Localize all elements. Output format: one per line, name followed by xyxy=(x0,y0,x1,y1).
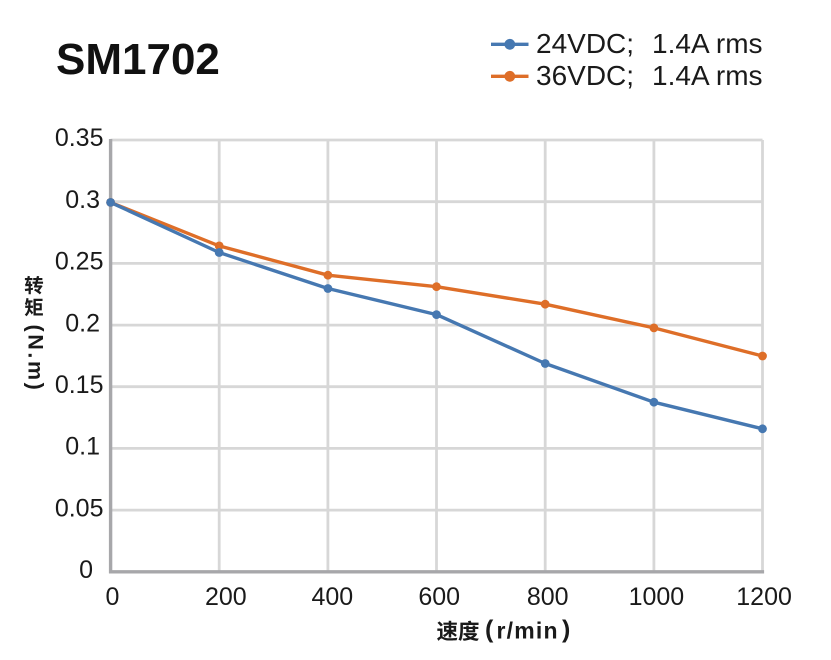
svg-text:1200: 1200 xyxy=(736,583,792,611)
svg-text:SM1702: SM1702 xyxy=(56,35,220,84)
svg-text:0.15: 0.15 xyxy=(55,371,104,399)
svg-text:0: 0 xyxy=(79,556,93,584)
svg-text:): ) xyxy=(562,616,570,644)
svg-text:400: 400 xyxy=(311,583,353,611)
svg-text:0.25: 0.25 xyxy=(55,248,104,276)
svg-text:0.3: 0.3 xyxy=(65,186,100,214)
svg-text:0.2: 0.2 xyxy=(65,309,100,337)
svg-text:600: 600 xyxy=(418,583,460,611)
svg-text:0: 0 xyxy=(106,583,120,611)
svg-text:0.1: 0.1 xyxy=(65,433,100,461)
svg-text:(N.m): (N.m) xyxy=(24,325,48,393)
svg-text:(: ( xyxy=(485,616,494,644)
svg-text:0.35: 0.35 xyxy=(55,124,104,152)
svg-text:200: 200 xyxy=(205,583,247,611)
svg-text:800: 800 xyxy=(527,583,569,611)
svg-text:0.05: 0.05 xyxy=(55,494,104,522)
svg-text:1000: 1000 xyxy=(629,583,685,611)
svg-text:r/min: r/min xyxy=(497,618,559,644)
